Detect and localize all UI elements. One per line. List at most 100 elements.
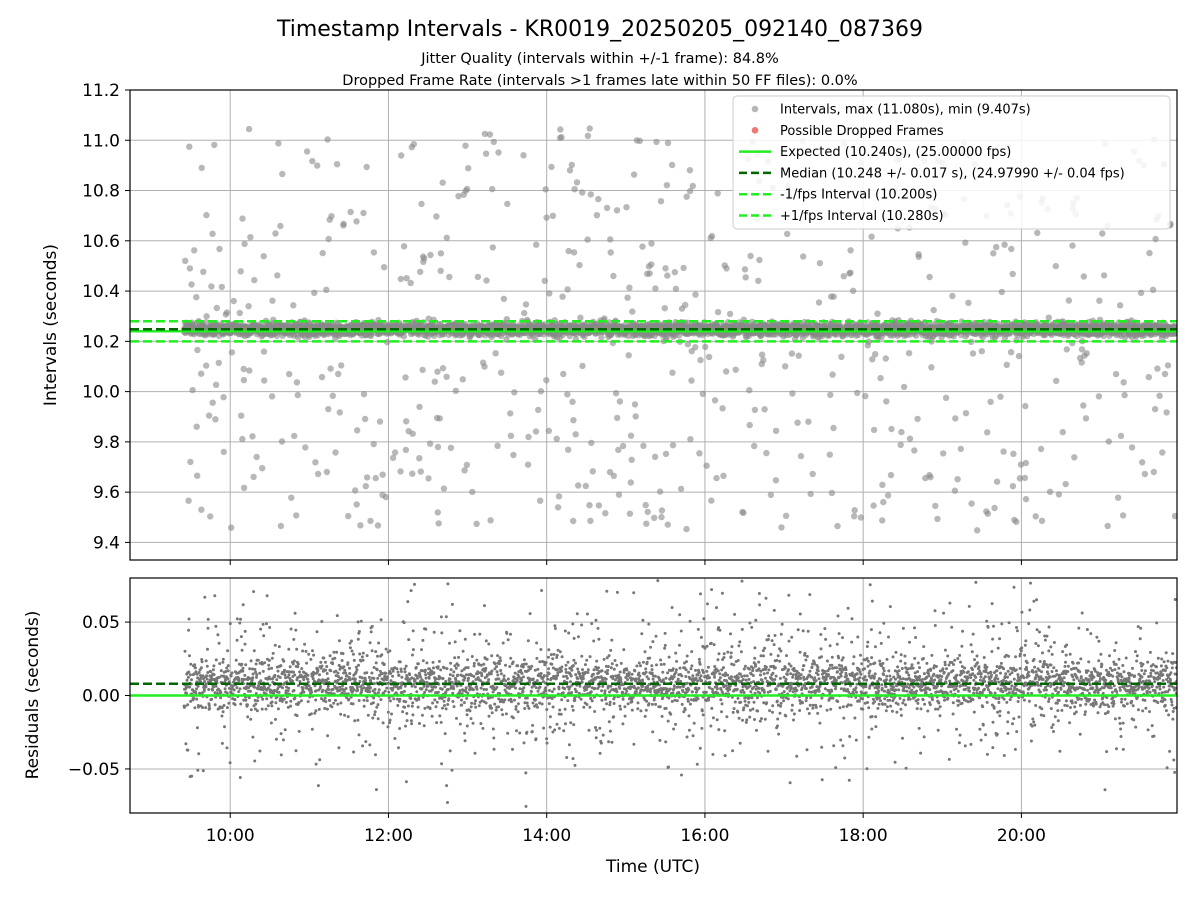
residual-point bbox=[236, 617, 239, 620]
interval-point bbox=[755, 278, 761, 284]
residual-point bbox=[275, 738, 278, 741]
x-tick-label: 12:00 bbox=[364, 826, 413, 846]
residual-point bbox=[278, 691, 281, 694]
interval-point bbox=[417, 269, 423, 275]
residual-point bbox=[289, 700, 292, 703]
interval-point bbox=[637, 138, 643, 144]
residual-point bbox=[237, 690, 240, 693]
residual-point bbox=[250, 708, 253, 711]
interval-point bbox=[847, 270, 853, 276]
interval-point bbox=[624, 295, 630, 301]
interval-point bbox=[653, 139, 659, 145]
interval-point bbox=[575, 482, 581, 488]
residual-point bbox=[284, 674, 287, 677]
residual-point bbox=[223, 725, 226, 728]
residual-point bbox=[267, 667, 270, 670]
interval-point bbox=[584, 236, 590, 242]
interval-point bbox=[269, 298, 275, 304]
residual-point bbox=[255, 673, 258, 676]
interval-point bbox=[411, 141, 417, 147]
interval-point bbox=[224, 309, 230, 315]
residual-point bbox=[282, 738, 285, 741]
interval-point bbox=[416, 455, 422, 461]
residual-point bbox=[211, 689, 214, 692]
chart-subtitle-dropped: Dropped Frame Rate (intervals >1 frames … bbox=[342, 73, 857, 89]
interval-point bbox=[633, 413, 639, 419]
interval-point bbox=[483, 151, 489, 157]
interval-point bbox=[692, 291, 698, 297]
interval-point bbox=[435, 444, 441, 450]
interval-point bbox=[533, 428, 539, 434]
interval-point bbox=[507, 410, 513, 416]
interval-point bbox=[361, 391, 367, 397]
interval-point bbox=[1010, 451, 1016, 457]
interval-point bbox=[999, 289, 1005, 295]
interval-point bbox=[371, 249, 377, 255]
interval-point bbox=[847, 247, 853, 253]
interval-point bbox=[931, 307, 937, 313]
residual-point bbox=[226, 649, 229, 652]
residual-point bbox=[212, 668, 215, 671]
interval-point bbox=[302, 444, 308, 450]
residual-point bbox=[219, 691, 222, 694]
interval-point bbox=[796, 353, 802, 359]
interval-point bbox=[1156, 393, 1162, 399]
residual-point bbox=[249, 690, 252, 693]
interval-point bbox=[719, 405, 725, 411]
interval-point bbox=[409, 471, 415, 477]
interval-point bbox=[401, 243, 407, 249]
interval-point bbox=[435, 509, 441, 515]
interval-point bbox=[538, 388, 544, 394]
chart-title: Timestamp Intervals - KR0019_20250205_09… bbox=[276, 17, 923, 42]
interval-point bbox=[702, 344, 708, 350]
residual-point bbox=[221, 661, 224, 664]
residual-point bbox=[273, 674, 276, 677]
interval-point bbox=[645, 509, 651, 515]
residual-point bbox=[293, 660, 296, 663]
interval-point bbox=[700, 391, 706, 397]
interval-point bbox=[380, 472, 386, 478]
intervals-y-tick-label: 10.4 bbox=[82, 282, 120, 302]
residual-point bbox=[283, 698, 286, 701]
interval-point bbox=[182, 258, 188, 264]
residual-point bbox=[258, 750, 261, 753]
intervals-y-tick-label: 11.0 bbox=[82, 131, 120, 151]
interval-point bbox=[433, 213, 439, 219]
residual-point bbox=[220, 669, 223, 672]
residual-point bbox=[189, 673, 192, 676]
interval-point bbox=[338, 362, 344, 368]
residual-point bbox=[222, 658, 225, 661]
interval-point bbox=[1010, 483, 1016, 489]
interval-point bbox=[295, 392, 301, 398]
residual-point bbox=[194, 666, 197, 669]
interval-point bbox=[327, 365, 333, 371]
residual-point bbox=[240, 635, 243, 638]
intervals-y-tick-label: 9.4 bbox=[93, 533, 120, 553]
residual-point bbox=[208, 704, 211, 707]
residual-point bbox=[282, 660, 285, 663]
residual-point bbox=[197, 752, 200, 755]
interval-point bbox=[245, 303, 251, 309]
interval-point bbox=[1084, 350, 1090, 356]
interval-point bbox=[241, 377, 247, 383]
interval-point bbox=[564, 391, 570, 397]
interval-point bbox=[648, 261, 654, 267]
interval-point bbox=[254, 454, 260, 460]
interval-point bbox=[608, 249, 614, 255]
interval-point bbox=[189, 387, 195, 393]
interval-point bbox=[1008, 246, 1014, 252]
residual-point bbox=[268, 626, 271, 629]
interval-point bbox=[1120, 512, 1126, 518]
interval-point bbox=[1001, 242, 1007, 248]
residual-point bbox=[238, 679, 241, 682]
residual-point bbox=[216, 633, 219, 636]
interval-point bbox=[427, 252, 433, 258]
interval-point bbox=[309, 158, 315, 164]
residual-point bbox=[226, 746, 229, 749]
interval-point bbox=[663, 451, 669, 457]
interval-point bbox=[604, 205, 610, 211]
interval-point bbox=[952, 488, 958, 494]
residual-point bbox=[257, 659, 260, 662]
